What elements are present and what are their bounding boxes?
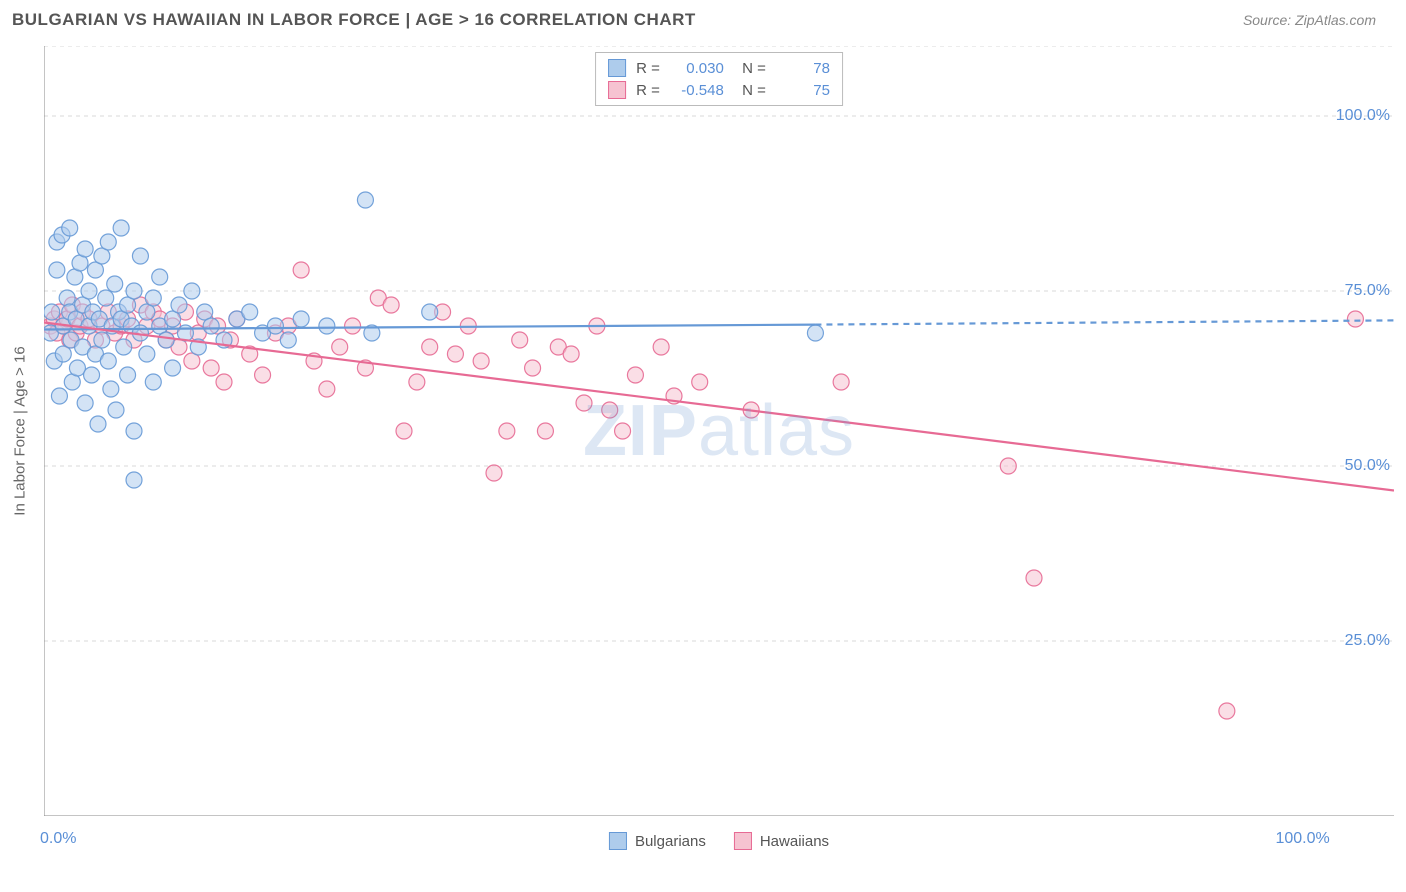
legend-item-hawaiians: Hawaiians xyxy=(734,832,829,850)
y-tick-label: 50.0% xyxy=(1345,457,1390,475)
legend-item-bulgarians: Bulgarians xyxy=(609,832,706,850)
chart-container: In Labor Force | Age > 16 ZIPatlas R = 0… xyxy=(44,46,1394,816)
chart-source: Source: ZipAtlas.com xyxy=(1243,12,1376,28)
series-legend: Bulgarians Hawaiians xyxy=(609,832,829,850)
y-tick-label: 25.0% xyxy=(1345,632,1390,650)
n-label: N = xyxy=(734,60,766,77)
r-value-hawaiians: -0.548 xyxy=(670,82,724,99)
x-tick-label: 100.0% xyxy=(1275,830,1329,848)
scatter-plot xyxy=(44,46,1394,816)
correlation-legend: R = 0.030 N = 78 R = -0.548 N = 75 xyxy=(595,52,843,106)
swatch-hawaiians-icon xyxy=(608,81,626,99)
swatch-hawaiians-icon xyxy=(734,832,752,850)
chart-title: BULGARIAN VS HAWAIIAN IN LABOR FORCE | A… xyxy=(12,10,696,30)
swatch-bulgarians-icon xyxy=(609,832,627,850)
y-tick-label: 100.0% xyxy=(1336,107,1390,125)
legend-row-hawaiians: R = -0.548 N = 75 xyxy=(608,79,830,101)
n-value-hawaiians: 75 xyxy=(776,82,830,99)
y-tick-label: 75.0% xyxy=(1345,282,1390,300)
swatch-bulgarians-icon xyxy=(608,59,626,77)
r-value-bulgarians: 0.030 xyxy=(670,60,724,77)
legend-label-bulgarians: Bulgarians xyxy=(635,833,706,850)
legend-label-hawaiians: Hawaiians xyxy=(760,833,829,850)
y-axis-label: In Labor Force | Age > 16 xyxy=(12,346,29,515)
n-label: N = xyxy=(734,82,766,99)
n-value-bulgarians: 78 xyxy=(776,60,830,77)
r-label: R = xyxy=(636,82,660,99)
legend-row-bulgarians: R = 0.030 N = 78 xyxy=(608,57,830,79)
x-tick-label: 0.0% xyxy=(40,830,76,848)
r-label: R = xyxy=(636,60,660,77)
